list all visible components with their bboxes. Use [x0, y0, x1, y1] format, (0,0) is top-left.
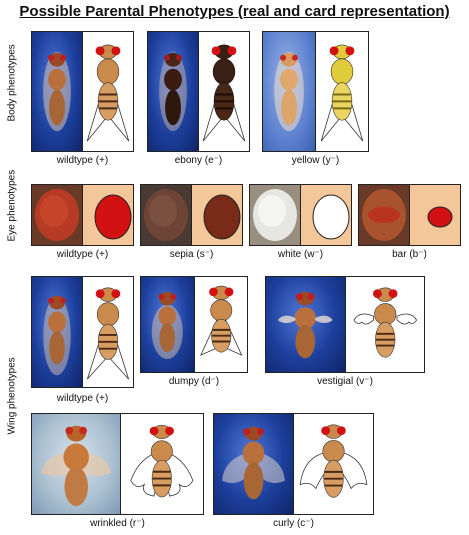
wing-vestigial-card: [344, 277, 424, 372]
caption-wing-wildtype: wildtype (+): [56, 393, 109, 404]
caption-eye-bar: bar (b⁻): [392, 249, 427, 260]
eye-bar-card: [409, 185, 460, 245]
body-ebony-card: [198, 32, 249, 151]
eye-white-card: [300, 185, 351, 245]
wing-wrinkled-panel: [31, 413, 204, 515]
eye-bar-photo: [359, 185, 409, 245]
eye-bar-panel: [358, 184, 461, 246]
body-wildtype-photo: [32, 32, 82, 151]
eye-sepia-card: [191, 185, 242, 245]
eye-sepia-photo: [141, 185, 191, 245]
wing-vestigial-panel: [265, 276, 425, 373]
body-wildtype-panel: [31, 31, 134, 152]
body-yellow-card: [315, 32, 368, 151]
section-label-body: Body phenotypes: [6, 44, 18, 122]
body-yellow-photo: [263, 32, 315, 151]
body-wildtype-card: [82, 32, 133, 151]
caption-eye-sepia: sepia (s⁻): [169, 249, 214, 260]
wing-dumpy-card: [193, 277, 247, 372]
wing-wildtype-card: [82, 277, 133, 387]
wing-vestigial-photo: [266, 277, 345, 372]
body-ebony-panel: [147, 31, 250, 152]
page-title: Possible Parental Phenotypes (real and c…: [19, 3, 450, 20]
wing-curly-card: [293, 414, 373, 514]
caption-wing-curly: curly (c⁻): [273, 518, 314, 529]
body-yellow-panel: [262, 31, 369, 152]
wing-wrinkled-card: [120, 414, 203, 514]
wing-dumpy-panel: [140, 276, 248, 373]
caption-wing-vestigial: vestigial (v⁻): [317, 376, 373, 387]
section-label-wing: Wing phenotypes: [6, 357, 18, 435]
eye-white-photo: [250, 185, 300, 245]
caption-wing-wrinkled: wrinkled (r⁻): [90, 518, 145, 529]
caption-wing-dumpy: dumpy (d⁻): [168, 376, 220, 387]
caption-eye-wildtype: wildtype (+): [56, 249, 109, 260]
wing-dumpy-photo: [141, 277, 194, 372]
wing-wildtype-photo: [32, 277, 82, 387]
section-label-eye: Eye phenotypes: [6, 169, 18, 242]
wing-wildtype-panel: [31, 276, 134, 388]
eye-wildtype-card: [82, 185, 133, 245]
eye-wildtype-panel: [31, 184, 134, 246]
eye-white-panel: [249, 184, 352, 246]
caption-eye-white: white (w⁻): [277, 249, 324, 260]
wing-curly-photo: [214, 414, 293, 514]
wing-wrinkled-photo: [32, 414, 121, 514]
caption-body-wildtype: wildtype (+): [56, 155, 109, 166]
wing-curly-panel: [213, 413, 374, 515]
caption-body-yellow: yellow (y⁻): [291, 155, 340, 166]
body-ebony-photo: [148, 32, 198, 151]
eye-wildtype-photo: [32, 185, 82, 245]
eye-sepia-panel: [140, 184, 243, 246]
caption-body-ebony: ebony (e⁻): [174, 155, 223, 166]
